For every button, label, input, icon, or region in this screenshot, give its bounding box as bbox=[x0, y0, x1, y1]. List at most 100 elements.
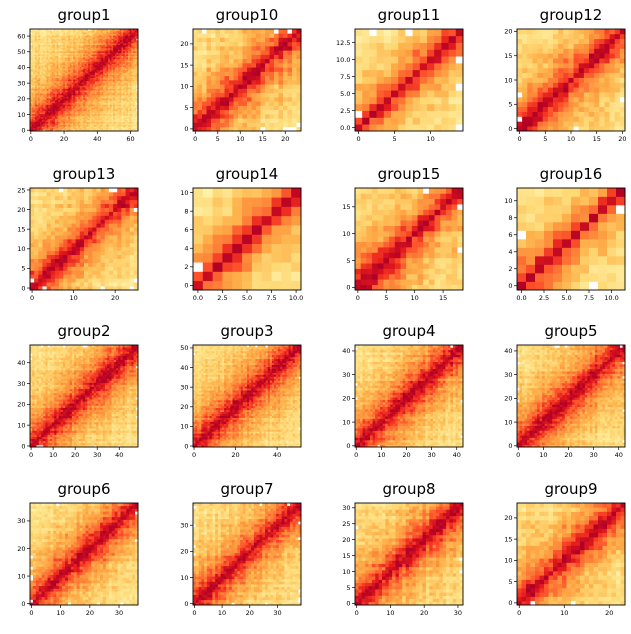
heatmap-cell bbox=[121, 71, 124, 74]
heatmap-cell bbox=[61, 72, 64, 75]
heatmap-cell bbox=[103, 110, 106, 113]
heatmap-cell bbox=[58, 91, 61, 94]
heatmap-cell bbox=[39, 127, 42, 130]
heatmap-cell bbox=[41, 129, 44, 132]
heatmap-cell bbox=[292, 118, 297, 123]
heatmap-cell bbox=[31, 94, 34, 97]
heatmap-cell bbox=[53, 88, 56, 91]
heatmap-cell bbox=[383, 76, 392, 84]
heatmap-cell bbox=[202, 37, 207, 43]
heatmap-cell bbox=[36, 110, 39, 113]
heatmap-cell bbox=[33, 98, 36, 100]
heatmap-cell bbox=[89, 79, 92, 82]
heatmap-cell bbox=[197, 114, 203, 119]
heatmap-cell bbox=[265, 29, 270, 34]
heatmap-cell bbox=[66, 94, 69, 97]
heatmap-cell bbox=[88, 112, 91, 115]
heatmap-cell bbox=[51, 98, 54, 100]
heatmap-cell bbox=[104, 127, 107, 130]
heatmap-cell bbox=[73, 69, 76, 72]
x-tick-label: 15 bbox=[259, 135, 267, 143]
heatmap-cell bbox=[101, 115, 104, 118]
heatmap-cell bbox=[202, 101, 207, 106]
heatmap-cell bbox=[48, 63, 51, 66]
heatmap-cell bbox=[66, 110, 69, 113]
heatmap-cell bbox=[93, 72, 96, 75]
heatmap-cell bbox=[206, 54, 212, 60]
heatmap-cell bbox=[119, 80, 122, 83]
heatmap-cell bbox=[64, 65, 67, 68]
heatmap-cell bbox=[121, 87, 124, 89]
heatmap-cell bbox=[129, 98, 132, 100]
heatmap-cell bbox=[73, 101, 76, 104]
heatmap-cell bbox=[106, 123, 109, 126]
heatmap-cell bbox=[53, 99, 56, 102]
heatmap-cell bbox=[54, 104, 57, 107]
heatmap-cell bbox=[103, 113, 106, 116]
heatmap-cell bbox=[121, 69, 124, 72]
heatmap-cell bbox=[30, 60, 33, 63]
heatmap-cell bbox=[274, 33, 279, 38]
heatmap-cell bbox=[123, 118, 126, 121]
heatmap-cell bbox=[73, 109, 76, 111]
heatmap-cell bbox=[71, 63, 74, 66]
heatmap-cell bbox=[73, 80, 76, 83]
heatmap-cell bbox=[83, 79, 86, 82]
heatmap-cell bbox=[124, 101, 127, 104]
heatmap-cell bbox=[269, 88, 275, 94]
heatmap-cell bbox=[391, 83, 399, 91]
heatmap-cell bbox=[124, 113, 127, 116]
heatmap-cell bbox=[116, 101, 119, 104]
heatmap-cell bbox=[43, 79, 46, 82]
heatmap-cell bbox=[78, 94, 81, 97]
heatmap-cell bbox=[133, 93, 136, 96]
heatmap-cell bbox=[81, 91, 84, 94]
heatmap-cell bbox=[39, 87, 42, 89]
heatmap-cell bbox=[53, 82, 56, 85]
heatmap-cell bbox=[256, 58, 261, 64]
heatmap-cell bbox=[73, 79, 76, 82]
heatmap-cell bbox=[63, 112, 66, 115]
heatmap-cell bbox=[69, 104, 72, 107]
heatmap-cell bbox=[136, 109, 139, 111]
heatmap-cell bbox=[36, 121, 39, 124]
heatmap-cell bbox=[427, 83, 435, 91]
heatmap-cell bbox=[229, 33, 234, 38]
heatmap-cell bbox=[104, 87, 107, 89]
heatmap-cell bbox=[131, 129, 134, 132]
heatmap-cell bbox=[83, 77, 86, 80]
heatmap-cell bbox=[121, 116, 124, 119]
heatmap-cell bbox=[36, 94, 39, 97]
heatmap-cell bbox=[83, 61, 86, 64]
heatmap-cell bbox=[63, 74, 66, 77]
heatmap-cell bbox=[34, 94, 37, 97]
heatmap-cell bbox=[34, 82, 37, 85]
heatmap-cell bbox=[455, 117, 464, 125]
heatmap-cell bbox=[74, 102, 77, 105]
heatmap-cell bbox=[69, 76, 72, 78]
heatmap-cell bbox=[224, 84, 230, 89]
heatmap-cell bbox=[136, 79, 139, 82]
heatmap-cell bbox=[68, 74, 71, 77]
heatmap-cell bbox=[104, 118, 107, 121]
heatmap-cell bbox=[129, 112, 132, 115]
heatmap-cell bbox=[260, 114, 266, 119]
heatmap-cell bbox=[109, 69, 112, 72]
heatmap-cell bbox=[398, 69, 406, 77]
heatmap-cell bbox=[41, 102, 44, 105]
heatmap-cell bbox=[84, 110, 87, 113]
heatmap-cell bbox=[106, 124, 109, 127]
heatmap-cell bbox=[238, 114, 243, 119]
heatmap-cell bbox=[84, 123, 87, 126]
heatmap-cell bbox=[33, 107, 36, 110]
heatmap-cell bbox=[215, 101, 221, 106]
heatmap-cell bbox=[94, 69, 97, 72]
heatmap-cell bbox=[64, 77, 67, 80]
heatmap-cell bbox=[111, 66, 114, 69]
heatmap-cell bbox=[79, 120, 82, 122]
heatmap-cell bbox=[278, 71, 284, 77]
heatmap-cell bbox=[44, 116, 47, 119]
heatmap-cell bbox=[89, 69, 92, 72]
heatmap-cell bbox=[41, 104, 44, 107]
heatmap-cell bbox=[88, 79, 91, 82]
